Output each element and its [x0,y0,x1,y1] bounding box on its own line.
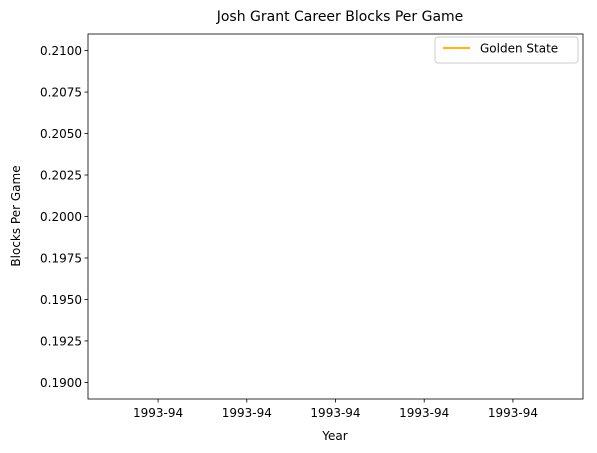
y-tick-label-8: 0.2100 [40,44,82,58]
x-tick-label-3: 1993-94 [399,406,449,420]
x-axis: 1993-94 1993-94 1993-94 1993-94 1993-94 [133,399,538,420]
x-tick-label-0: 1993-94 [133,406,183,420]
y-tick-label-1: 0.1925 [40,334,82,348]
y-tick-label-5: 0.2025 [40,169,82,183]
x-axis-label: Year [321,429,347,443]
plot-area: 0.1900 0.1925 0.1950 0.1975 0.2000 0.2025 0.20… [40,33,584,420]
chart-title: Josh Grant Career Blocks Per Game [216,9,464,25]
y-tick-label-0: 0.1900 [40,376,82,390]
legend-frame [434,36,579,64]
x-tick-label-2: 1993-94 [310,406,360,420]
y-tick-label-3: 0.1975 [40,251,82,265]
legend-label-golden-state: Golden State [480,42,558,56]
y-axis-label: Blocks Per Game [9,165,23,266]
y-tick-label-4: 0.2000 [40,210,82,224]
legend: Golden State [434,36,579,64]
y-axis: 0.1900 0.1925 0.1950 0.1975 0.2000 0.2025 0.20… [40,44,88,390]
x-tick-label-4: 1993-94 [488,406,538,420]
y-tick-label-6: 0.2050 [40,127,82,141]
y-tick-label-7: 0.2075 [40,86,82,100]
y-tick-label-2: 0.1950 [40,293,82,307]
x-tick-label-1: 1993-94 [222,406,272,420]
